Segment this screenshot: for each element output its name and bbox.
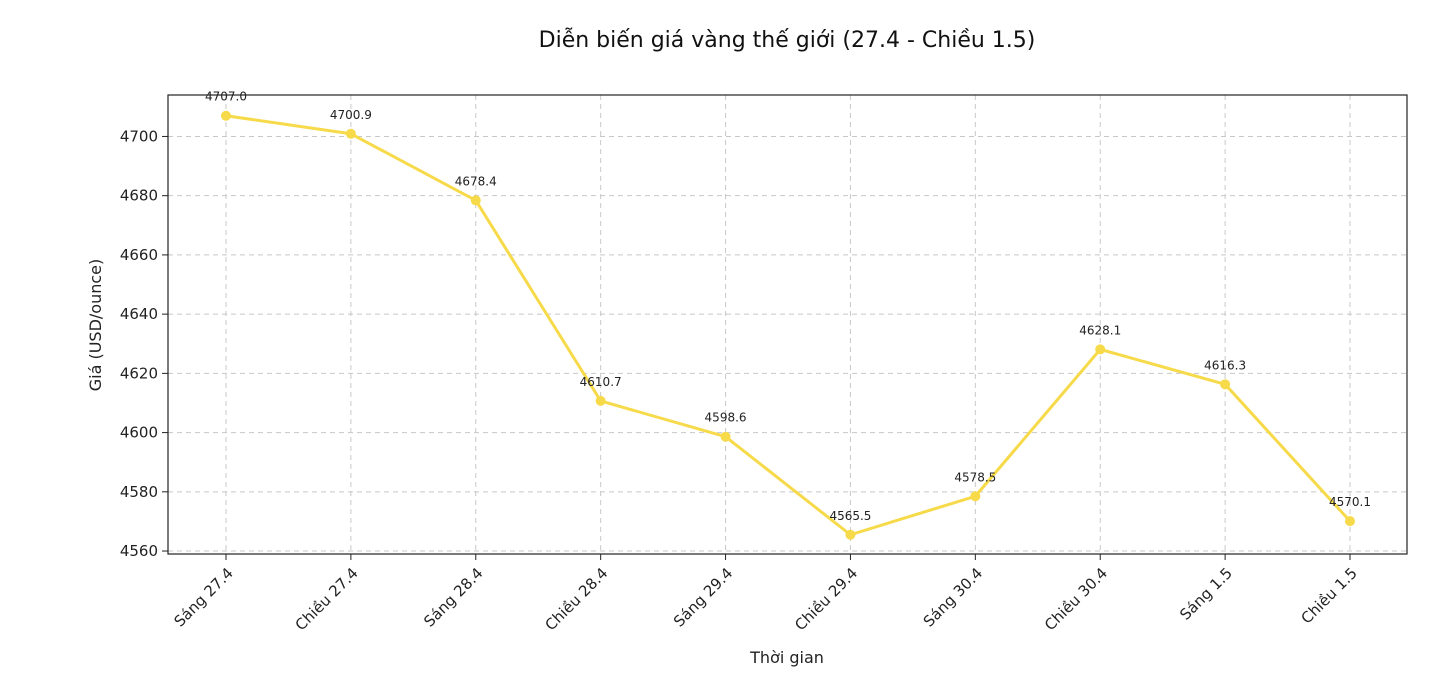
data-point xyxy=(1220,379,1231,390)
data-label: 4678.4 xyxy=(455,174,497,188)
data-points xyxy=(221,110,1355,540)
data-point xyxy=(1095,344,1106,355)
y-tick-label: 4620 xyxy=(120,364,158,382)
data-point xyxy=(595,395,606,406)
y-tick-label: 4600 xyxy=(120,424,158,442)
y-axis: 4560 4580 4600 4620 4640 4660 4680 4700 xyxy=(120,127,168,560)
chart-title: Diễn biến giá vàng thế giới (27.4 - Chiề… xyxy=(539,27,1036,53)
data-point xyxy=(1345,516,1355,527)
data-point xyxy=(470,195,481,206)
y-tick-label: 4580 xyxy=(120,483,158,501)
data-label: 4565.5 xyxy=(829,509,871,523)
data-label: 4598.6 xyxy=(705,411,747,425)
data-point xyxy=(970,491,981,502)
y-tick-label: 4660 xyxy=(120,246,158,264)
x-axis-label: Thời gian xyxy=(749,648,824,667)
x-tick-label: Chiều 28.4 xyxy=(541,564,611,634)
data-point xyxy=(720,431,731,442)
y-tick-label: 4680 xyxy=(120,187,158,205)
x-tick-label: Chiều 30.4 xyxy=(1041,564,1111,634)
x-tick-label: Chiều 29.4 xyxy=(791,564,861,634)
data-point xyxy=(845,529,856,540)
series-line xyxy=(225,114,1352,537)
x-tick-label: Sáng 30.4 xyxy=(920,564,986,630)
data-label: 4616.3 xyxy=(1204,358,1246,372)
data-point xyxy=(221,110,231,121)
x-tick-label: Sáng 27.4 xyxy=(170,564,236,630)
plot-frame xyxy=(167,94,1408,555)
data-label: 4610.7 xyxy=(580,375,622,389)
x-tick-label: Chiều 27.4 xyxy=(292,564,362,634)
data-point xyxy=(345,128,356,139)
data-label: 4570.1 xyxy=(1329,495,1371,509)
x-tick-label: Sáng 28.4 xyxy=(420,564,486,630)
x-tick-label: Sáng 1.5 xyxy=(1176,564,1236,624)
data-label: 4628.1 xyxy=(1079,323,1121,337)
y-tick-label: 4560 xyxy=(120,542,158,560)
grid-lines xyxy=(168,95,1407,554)
y-tick-label: 4700 xyxy=(120,127,158,145)
x-tick-label: Sáng 29.4 xyxy=(670,564,736,630)
y-tick-label: 4640 xyxy=(120,305,158,323)
data-label: 4700.9 xyxy=(330,108,372,122)
x-tick-label: Chiều 1.5 xyxy=(1298,564,1361,627)
data-label: 4707.0 xyxy=(205,90,247,104)
y-axis-label: Giá (USD/ounce) xyxy=(86,259,105,392)
data-labels: 4707.0 4700.9 4678.4 4610.7 4598.6 4565.5 4578… xyxy=(205,90,1371,523)
data-label: 4578.5 xyxy=(954,470,996,484)
x-axis: Sáng 27.4 Chiều 27.4 Sáng 28.4 Chiều 28.4 Sá… xyxy=(170,554,1361,634)
